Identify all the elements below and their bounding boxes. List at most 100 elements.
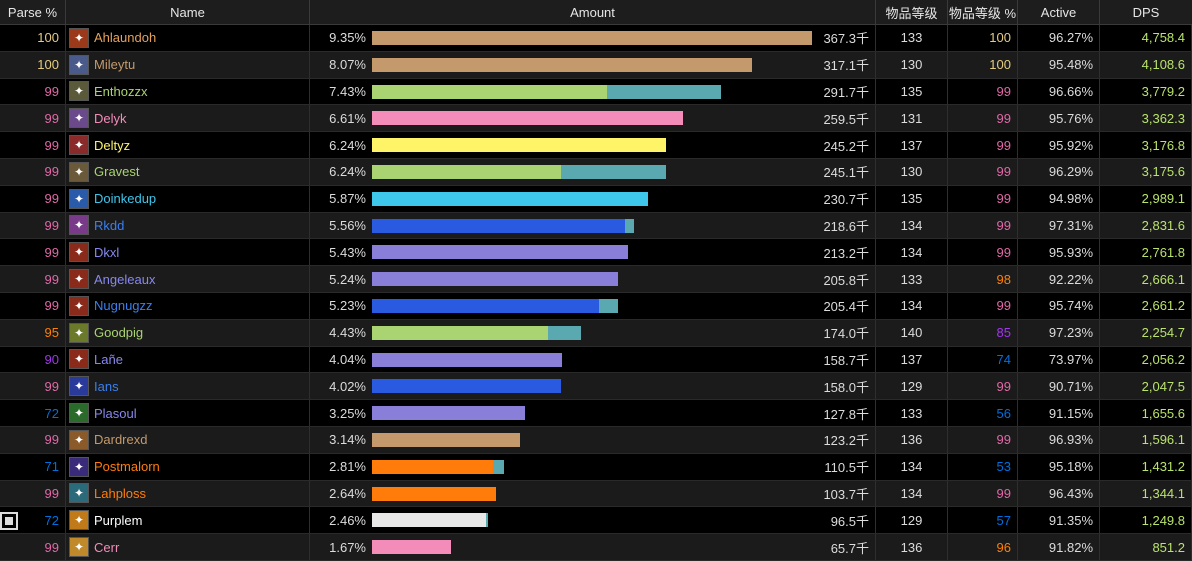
header-amount[interactable]: Amount: [310, 0, 876, 24]
amount-bar-secondary: [493, 459, 504, 474]
amount-cell: 8.07% 317.1千: [310, 51, 876, 78]
name-cell[interactable]: ✦ Dkxl: [66, 239, 310, 266]
amount-bar: [372, 406, 526, 421]
name-cell[interactable]: ✦ Goodpig: [66, 319, 310, 346]
table-row[interactable]: 72 ✦ Purplem 2.46% 96.5千 129 57 91.35% 1,249.8: [0, 507, 1192, 535]
item-level-pct-cell: 99: [948, 212, 1018, 239]
player-name[interactable]: Cerr: [94, 539, 120, 555]
amount-cell: 6.61% 259.5千: [310, 105, 876, 132]
player-name[interactable]: Lañe: [94, 351, 123, 367]
player-name[interactable]: Delyk: [94, 110, 127, 126]
amount-cell: 3.14% 123.2千: [310, 426, 876, 453]
name-cell[interactable]: ✦ Angeleaux: [66, 266, 310, 292]
player-name[interactable]: Deltyz: [94, 137, 131, 153]
active-value: 95.76%: [1048, 110, 1093, 126]
name-cell[interactable]: ✦ Lahploss: [66, 480, 310, 507]
amount-cell: 5.23% 205.4千: [310, 292, 876, 319]
qr-code-icon[interactable]: [0, 512, 18, 530]
player-name[interactable]: Doinkedup: [94, 191, 157, 207]
name-cell[interactable]: ✦ Rkdd: [66, 212, 310, 239]
table-row[interactable]: 99 ✦ Rkdd 5.56% 218.6千 134 99 97.31% 2,831.6: [0, 212, 1192, 240]
player-name[interactable]: Goodpig: [94, 325, 144, 341]
name-cell[interactable]: ✦ Mileytu: [66, 51, 310, 78]
table-row[interactable]: 99 ✦ Dardrexd 3.14% 123.2千 136 99 96.93% 1,596.1: [0, 426, 1192, 454]
header-parse[interactable]: Parse %: [0, 0, 66, 24]
player-name[interactable]: Mileytu: [94, 57, 136, 73]
player-name[interactable]: Lahploss: [94, 485, 147, 501]
amount-cell: 4.43% 174.0千: [310, 319, 876, 346]
player-name[interactable]: Ians: [94, 378, 119, 394]
table-row[interactable]: 100 ✦ Ahlaundoh 9.35% 367.3千 133 100 96.27% 4,75…: [0, 25, 1192, 52]
name-cell[interactable]: ✦ Nugnugzz: [66, 292, 310, 319]
table-row[interactable]: 99 ✦ Gravest 6.24% 245.1千 130 99 96.29% 3,175.6: [0, 158, 1192, 186]
player-name[interactable]: Rkdd: [94, 217, 125, 233]
name-cell[interactable]: ✦ Delyk: [66, 105, 310, 132]
header-item-level-pct[interactable]: 物品等级 %: [948, 0, 1018, 24]
name-cell[interactable]: ✦ Postmalorn: [66, 453, 310, 480]
amount-bar-track: [372, 486, 812, 501]
dps-cell: 1,249.8: [1100, 507, 1192, 534]
player-name[interactable]: Dardrexd: [94, 432, 148, 448]
table-row[interactable]: 72 ✦ Plasoul 3.25% 127.8千 133 56 91.15% 1,655.6: [0, 400, 1192, 427]
parse-cell: 99: [0, 158, 66, 185]
table-row[interactable]: 99 ✦ Lahploss 2.64% 103.7千 134 99 96.43% 1,344.1: [0, 480, 1192, 508]
table-row[interactable]: 99 ✦ Enthozzx 7.43% 291.7千 135 99 96.66% 3,779.2: [0, 78, 1192, 106]
table-row[interactable]: 95 ✦ Goodpig 4.43% 174.0千 140 85 97.23% 2,254.7: [0, 319, 1192, 347]
player-name[interactable]: Gravest: [94, 164, 140, 180]
name-cell[interactable]: ✦ Deltyz: [66, 132, 310, 158]
table-row[interactable]: 99 ✦ Angeleaux 5.24% 205.8千 133 98 92.22% 2,666.…: [0, 266, 1192, 293]
header-active[interactable]: Active: [1018, 0, 1100, 24]
amount-percent: 8.07%: [329, 57, 366, 73]
name-cell[interactable]: ✦ Gravest: [66, 158, 310, 185]
dps-cell: 2,056.2: [1100, 346, 1192, 373]
dps-value: 3,175.6: [1141, 164, 1185, 180]
amount-cell: 5.24% 205.8千: [310, 266, 876, 292]
player-name[interactable]: Ahlaundoh: [94, 30, 157, 46]
active-cell: 95.76%: [1018, 105, 1100, 132]
item-level-cell: 131: [876, 105, 948, 132]
name-cell[interactable]: ✦ Purplem: [66, 507, 310, 534]
table-row[interactable]: 99 ✦ Deltyz 6.24% 245.2千 137 99 95.92% 3,176.8: [0, 132, 1192, 159]
active-value: 91.15%: [1048, 405, 1093, 421]
player-name[interactable]: Enthozzx: [94, 83, 148, 99]
name-cell[interactable]: ✦ Enthozzx: [66, 78, 310, 105]
table-row[interactable]: 99 ✦ Delyk 6.61% 259.5千 131 99 95.76% 3,362.3: [0, 105, 1192, 133]
player-name[interactable]: Angeleaux: [94, 271, 156, 287]
player-name[interactable]: Plasoul: [94, 405, 137, 421]
parse-value: 99: [44, 110, 59, 126]
item-level-pct-cell: 99: [948, 158, 1018, 185]
table-row[interactable]: 99 ✦ Doinkedup 5.87% 230.7千 135 99 94.98% 2,989.…: [0, 185, 1192, 213]
class-icon-warlock: ✦: [69, 242, 89, 263]
player-name[interactable]: Postmalorn: [94, 459, 160, 475]
active-cell: 92.22%: [1018, 266, 1100, 292]
table-row[interactable]: 71 ✦ Postmalorn 2.81% 110.5千 134 53 95.18% 1,431…: [0, 453, 1192, 481]
table-row[interactable]: 99 ✦ Cerr 1.67% 65.7千 136 96 91.82% 851.2: [0, 534, 1192, 561]
name-cell[interactable]: ✦ Cerr: [66, 534, 310, 560]
table-row[interactable]: 90 ✦ Lañe 4.04% 158.7千 137 74 73.97% 2,056.2: [0, 346, 1192, 374]
player-name[interactable]: Purplem: [94, 512, 143, 528]
name-cell[interactable]: ✦ Dardrexd: [66, 426, 310, 453]
active-cell: 97.23%: [1018, 319, 1100, 346]
name-cell[interactable]: ✦ Ahlaundoh: [66, 25, 310, 51]
header-item-level[interactable]: 物品等级: [876, 0, 948, 24]
item-level-cell: 133: [876, 266, 948, 292]
dps-cell: 4,108.6: [1100, 51, 1192, 78]
item-level-pct-value: 99: [996, 137, 1011, 153]
name-cell[interactable]: ✦ Plasoul: [66, 400, 310, 426]
item-level-pct-value: 99: [996, 83, 1011, 99]
player-name[interactable]: Dkxl: [94, 244, 120, 260]
table-row[interactable]: 99 ✦ Ians 4.02% 158.0千 129 99 90.71% 2,047.5: [0, 373, 1192, 401]
table-row[interactable]: 100 ✦ Mileytu 8.07% 317.1千 130 100 95.48% 4,108.…: [0, 51, 1192, 79]
name-cell[interactable]: ✦ Doinkedup: [66, 185, 310, 212]
class-icon-warlock: ✦: [69, 269, 89, 290]
player-name[interactable]: Nugnugzz: [94, 298, 153, 314]
header-dps[interactable]: DPS: [1132, 4, 1160, 20]
table-row[interactable]: 99 ✦ Dkxl 5.43% 213.2千 134 99 95.93% 2,761.8: [0, 239, 1192, 267]
header-name[interactable]: Name: [66, 0, 310, 24]
name-cell[interactable]: ✦ Lañe: [66, 346, 310, 373]
dps-cell: 2,831.6: [1100, 212, 1192, 239]
class-icon-hunter: ✦: [69, 161, 89, 182]
class-icon-mage: ✦: [69, 188, 89, 209]
name-cell[interactable]: ✦ Ians: [66, 373, 310, 400]
table-row[interactable]: 99 ✦ Nugnugzz 5.23% 205.4千 134 99 95.74% 2,661.2: [0, 292, 1192, 320]
